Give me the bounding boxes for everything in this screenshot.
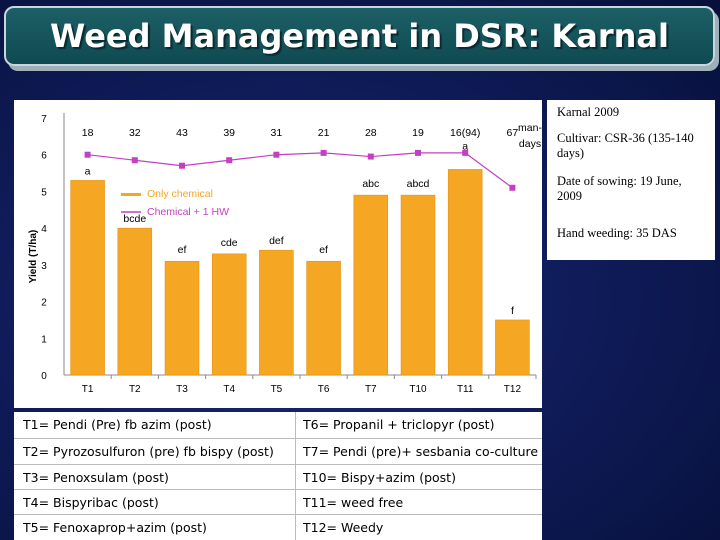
x-tick-label: T1 xyxy=(82,384,94,395)
bar xyxy=(117,227,153,376)
bar-significance-label: def xyxy=(269,235,284,247)
man-days-marker xyxy=(415,149,421,156)
bar xyxy=(353,194,389,376)
man-days-marker xyxy=(131,157,138,164)
x-tick-label: T12 xyxy=(504,384,522,395)
legend-label-chemical-hw: Chemical + 1 HW xyxy=(147,206,229,218)
man-days-label: 67 xyxy=(507,127,519,139)
treatment-label: T2= Pyrozosulfuron (pre) fb bispy (post) xyxy=(23,444,274,459)
y-tick-label: 4 xyxy=(41,224,47,235)
bar xyxy=(259,249,294,376)
treatment-legend-table: T1= Pendi (Pre) fb azim (post) T6= Propa… xyxy=(14,412,542,540)
man-days-marker xyxy=(367,153,374,160)
man-days-label: 19 xyxy=(412,127,424,139)
treatment-label: T5= Fenoxaprop+azim (post) xyxy=(23,520,207,535)
bar-significance-label: bcde xyxy=(123,213,146,225)
bar xyxy=(306,260,341,376)
man-days-marker xyxy=(462,149,469,156)
y-tick-label: 2 xyxy=(41,298,47,309)
treatment-row: T1= Pendi (Pre) fb azim (post) T6= Propa… xyxy=(14,412,542,437)
x-tick-label: T10 xyxy=(409,384,427,395)
x-tick-label: T2 xyxy=(129,384,141,395)
man-days-marker xyxy=(179,162,185,169)
x-tick-label: T7 xyxy=(365,384,377,395)
treatment-label: T10= Bispy+azim (post) xyxy=(303,470,456,485)
x-tick-label: T3 xyxy=(176,384,188,395)
man-days-marker xyxy=(226,157,233,164)
treatment-row: T3= Penoxsulam (post) T10= Bispy+azim (p… xyxy=(14,464,542,490)
bar-significance-label: ef xyxy=(178,244,187,256)
x-tick-label: T6 xyxy=(318,384,330,395)
x-tick-label: T4 xyxy=(223,384,235,395)
y-tick-label: 7 xyxy=(41,114,47,125)
man-days-marker xyxy=(273,151,280,158)
man-days-marker xyxy=(509,184,516,191)
bar-significance-label: a xyxy=(462,140,468,152)
legend-label-only-chemical: Only chemical xyxy=(147,188,213,200)
bar-significance-label: ef xyxy=(319,244,328,256)
y-tick-label: 6 xyxy=(41,151,47,162)
bar-significance-label: abc xyxy=(362,178,379,190)
y-tick-label: 1 xyxy=(41,334,47,345)
man-days-label: 31 xyxy=(271,127,283,139)
man-days-marker xyxy=(320,149,327,156)
x-tick-label: T11 xyxy=(457,384,474,395)
treatment-label: T3= Penoxsulam (post) xyxy=(23,470,169,485)
man-days-label: 18 xyxy=(82,127,94,139)
table-divider xyxy=(295,412,296,540)
treatment-label: T12= Weedy xyxy=(303,520,384,535)
bar-significance-label: cde xyxy=(221,237,238,249)
y-tick-label: 0 xyxy=(41,371,47,382)
bar xyxy=(70,180,105,376)
treatment-label: T1= Pendi (Pre) fb azim (post) xyxy=(23,417,212,432)
treatment-row: T5= Fenoxaprop+azim (post) T12= Weedy xyxy=(14,514,542,540)
treatment-row: T2= Pyrozosulfuron (pre) fb bispy (post)… xyxy=(14,438,542,464)
treatment-label: T6= Propanil + triclopyr (post) xyxy=(303,417,495,432)
man-days-label: 21 xyxy=(318,127,330,139)
man-days-marker xyxy=(84,151,91,158)
treatment-label: T7= Pendi (pre)+ sesbania co-culture xyxy=(303,444,539,459)
bar-significance-label: a xyxy=(85,165,91,177)
man-days-line xyxy=(87,152,513,189)
bar xyxy=(400,194,436,376)
bar xyxy=(164,260,200,376)
bar xyxy=(447,169,483,376)
bar xyxy=(495,319,530,376)
info-panel: Karnal 2009 Cultivar: CSR-36 (135-140 da… xyxy=(547,100,715,260)
info-sowing-date: Date of sowing: 19 June, 2009 xyxy=(557,174,682,203)
info-location: Karnal 2009 xyxy=(557,105,620,119)
man-days-unit-label: man- xyxy=(518,122,542,134)
man-days-unit-label: days xyxy=(519,138,541,150)
y-tick-label: 5 xyxy=(41,187,47,198)
man-days-label: 43 xyxy=(176,127,188,139)
y-tick-label: 3 xyxy=(41,261,47,272)
man-days-label: 39 xyxy=(223,127,235,139)
chart-panel: 0 1 2 3 4 5 6 7 Yield (T/ha) T1 T2 T3 T4 T5 T6 T7 T10 T11… xyxy=(14,100,542,408)
x-tick-label: T5 xyxy=(271,384,283,395)
page-title: Weed Management in DSR: Karnal xyxy=(50,17,669,55)
treatment-label: T4= Bispyribac (post) xyxy=(23,495,159,510)
treatment-row: T4= Bispyribac (post) T11= weed free xyxy=(14,489,542,515)
info-hand-weeding: Hand weeding: 35 DAS xyxy=(557,226,677,240)
bar xyxy=(211,253,247,376)
treatment-label: T11= weed free xyxy=(303,495,404,510)
man-days-label: 28 xyxy=(365,127,377,139)
title-bar: Weed Management in DSR: Karnal xyxy=(4,6,715,66)
bar-significance-label: f xyxy=(511,305,514,317)
legend-swatch-only-chemical xyxy=(121,193,141,196)
man-days-label: 32 xyxy=(129,127,141,139)
bar-significance-label: abcd xyxy=(407,178,430,190)
y-axis-title: Yield (T/ha) xyxy=(28,230,39,284)
man-days-label: 16(94) xyxy=(450,127,480,139)
info-cultivar: Cultivar: CSR-36 (135-140 days) xyxy=(557,131,694,160)
